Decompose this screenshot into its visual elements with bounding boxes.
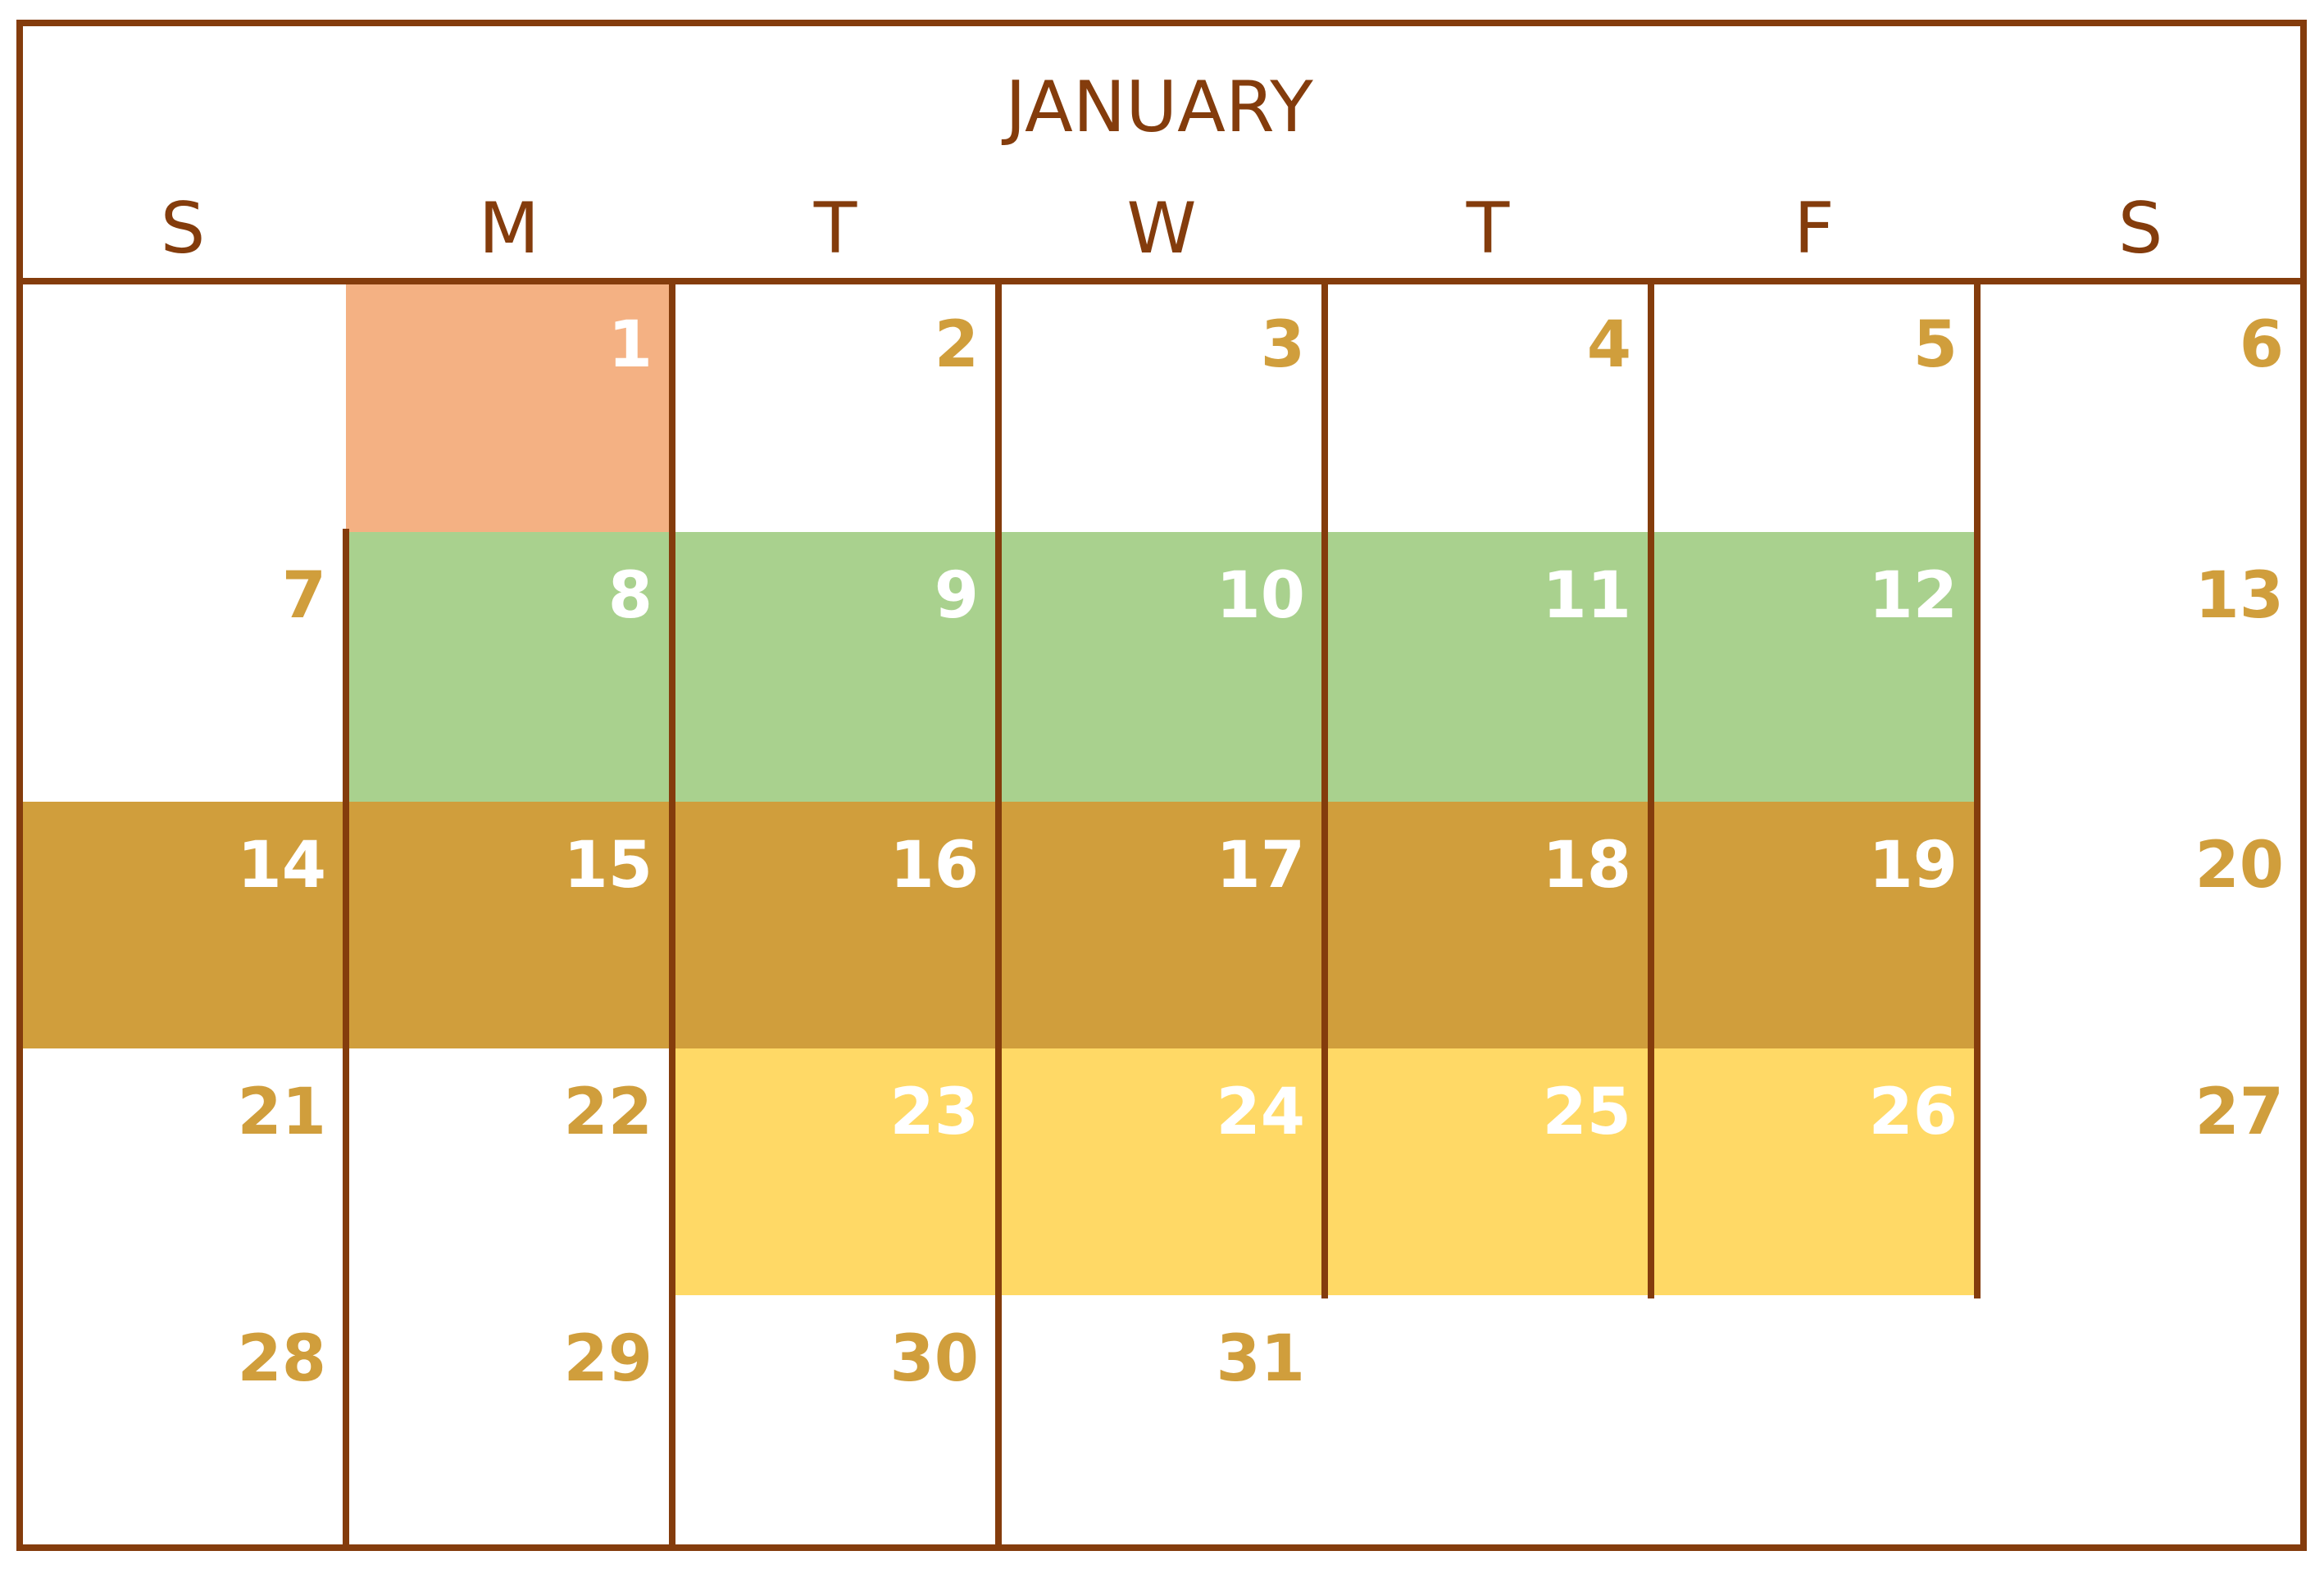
day-highlight-12 <box>1651 532 1977 802</box>
day-number: 23 <box>889 1076 979 1149</box>
day-number: 25 <box>1542 1076 1631 1149</box>
weekday-label: F <box>1794 188 1834 270</box>
weekday-label: S <box>2118 188 2163 270</box>
day-number: 7 <box>282 559 326 633</box>
day-number: 2 <box>935 308 979 382</box>
day-highlight-23 <box>672 1048 998 1295</box>
day-number: 17 <box>1216 829 1305 903</box>
day-number: 9 <box>935 559 979 633</box>
day-highlight-8 <box>346 532 672 802</box>
day-number: 24 <box>1216 1076 1305 1149</box>
day-highlight-11 <box>1325 532 1651 802</box>
grid-lines <box>16 20 2307 1551</box>
day-number: 15 <box>563 829 653 903</box>
day-number: 30 <box>889 1322 979 1396</box>
day-number: 20 <box>2194 829 2284 903</box>
weekday-label: M <box>479 188 539 270</box>
day-highlight-10 <box>998 532 1325 802</box>
day-highlight-1 <box>346 284 672 532</box>
calendar-border <box>16 20 2307 1551</box>
day-number: 31 <box>1216 1322 1305 1396</box>
day-highlight-15 <box>346 802 672 1048</box>
day-number: 13 <box>2194 559 2284 633</box>
day-number: 3 <box>1261 308 1305 382</box>
day-highlight-18 <box>1325 802 1651 1048</box>
day-number: 12 <box>1868 559 1958 633</box>
day-highlight-24 <box>998 1048 1325 1295</box>
day-highlight-16 <box>672 802 998 1048</box>
day-number: 29 <box>563 1322 653 1396</box>
month-title: JANUARY <box>1001 66 1313 148</box>
day-number: 28 <box>237 1322 326 1396</box>
day-number: 18 <box>1542 829 1631 903</box>
day-number: 27 <box>2194 1076 2284 1149</box>
day-number: 11 <box>1542 559 1631 633</box>
weekday-label: T <box>813 188 857 270</box>
day-number: 6 <box>2240 308 2284 382</box>
day-number: 21 <box>237 1076 326 1149</box>
weekday-label: T <box>1466 188 1510 270</box>
day-highlight-9 <box>672 532 998 802</box>
day-highlight-19 <box>1651 802 1977 1048</box>
day-highlight-26 <box>1651 1048 1977 1295</box>
day-number: 16 <box>889 829 979 903</box>
day-highlight-14 <box>23 802 346 1048</box>
day-number: 5 <box>1913 308 1958 382</box>
day-number: 10 <box>1216 559 1305 633</box>
day-number: 22 <box>563 1076 653 1149</box>
day-highlight-25 <box>1325 1048 1651 1295</box>
highlight-layer <box>23 284 1977 1295</box>
day-number: 4 <box>1587 308 1631 382</box>
day-number: 8 <box>608 559 653 633</box>
day-number: 14 <box>237 829 326 903</box>
day-number: 1 <box>608 308 653 382</box>
weekday-label: W <box>1126 188 1196 270</box>
day-number: 26 <box>1868 1076 1958 1149</box>
day-highlight-17 <box>998 802 1325 1048</box>
day-number: 19 <box>1868 829 1958 903</box>
weekday-label: S <box>161 188 206 270</box>
